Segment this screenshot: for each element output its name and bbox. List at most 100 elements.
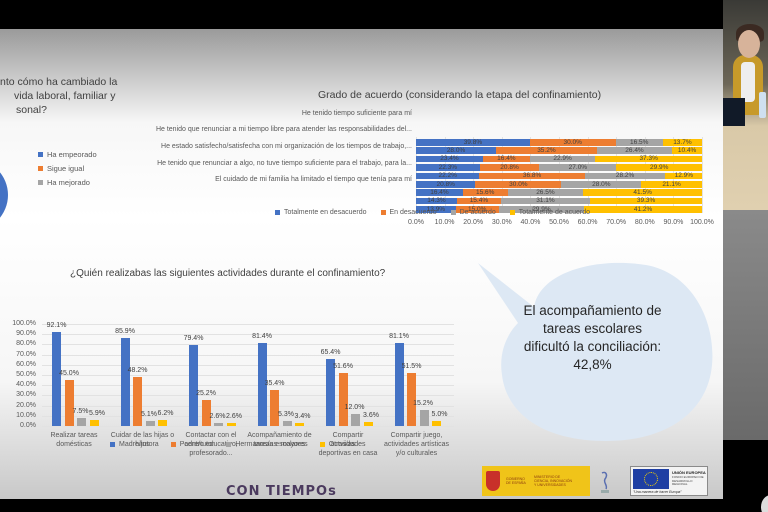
- bar-segment: [665, 172, 703, 180]
- legend-swatch: [110, 442, 115, 447]
- legend-item: Hermanos/as mayores: [226, 441, 308, 448]
- coat-of-arms-icon: [486, 471, 500, 491]
- y-tick-label: 90.0%: [16, 330, 36, 338]
- data-label: 51.5%: [401, 363, 422, 371]
- legend-item: Padre/tutor: [170, 441, 215, 448]
- x-tick-label: 30.0%: [491, 219, 512, 226]
- bar-segment: [416, 172, 480, 180]
- video-tile-empty: [723, 210, 768, 440]
- legend-label: Ha empeorado: [47, 149, 97, 159]
- column-bar: [189, 345, 198, 426]
- data-label: 12.0%: [344, 403, 365, 411]
- column-bar: [145, 420, 155, 426]
- gobierno-espana-logo: GOBIERNO DE ESPAÑA MINISTERIO DE CIENCIA…: [482, 466, 590, 496]
- gridline: [42, 354, 454, 356]
- x-tick-label: 60.0%: [577, 219, 598, 226]
- bar-segment: [479, 172, 585, 180]
- data-label: 39.3%: [636, 197, 656, 205]
- data-label: 39.8%: [463, 138, 483, 146]
- callout-line: dificultó la conciliación:: [523, 339, 662, 354]
- category-label-line: Cuidar de las hijas o: [110, 432, 175, 439]
- presentation-slide: nto cómo ha cambiado la vida laboral, fa…: [0, 29, 723, 499]
- data-label: 20.8%: [436, 180, 455, 188]
- y-tick-label: 10.0%: [16, 411, 36, 419]
- column-bar: [52, 332, 61, 426]
- eu-logo-motto: "Una manera de hacer Europa": [633, 490, 682, 494]
- data-label: 85.9%: [115, 328, 135, 336]
- university-logo-icon: [601, 471, 609, 493]
- bar-segment: [672, 147, 702, 154]
- bar-segment: [416, 139, 530, 146]
- data-label: 28.2%: [615, 172, 635, 180]
- bar-segment: [416, 164, 480, 171]
- legend-label: Padre/tutor: [179, 441, 215, 448]
- data-label: 65.4%: [320, 349, 341, 357]
- column-bar: [326, 359, 335, 426]
- category-label-line: actividades artísticas: [384, 441, 449, 448]
- y-tick-label: 0.0%: [20, 422, 36, 429]
- y-tick-label: 80.0%: [16, 340, 36, 348]
- bar-segment: [416, 147, 497, 154]
- data-label: 30.0%: [509, 180, 528, 188]
- data-label: 21.1%: [662, 180, 681, 188]
- data-label: 41.2%: [633, 205, 653, 213]
- bar-segment: [482, 155, 530, 163]
- legend-swatch: [226, 442, 232, 447]
- gridline: [42, 344, 454, 346]
- bar-segment: [462, 189, 508, 196]
- column-chart: 100.0% 90.0% 80.0% 70.0% 60.0% 50.0% 40.0% 30.0…: [0, 284, 470, 464]
- legend-label: De acuerdo: [459, 209, 496, 216]
- stacked-category: He tenido que renunciar a mi tiempo libr…: [155, 126, 412, 133]
- category-label-line: Contactar con el: [185, 432, 237, 439]
- data-label: 48.2%: [127, 366, 148, 374]
- gridline: [42, 415, 454, 417]
- column-chart-title: ¿Quién realizabas las siguientes activid…: [70, 268, 386, 279]
- column-legend: Madre/tutora Padre/tutor Hermanos/as may…: [110, 441, 355, 448]
- column-bar: [64, 380, 74, 426]
- legend-swatch: [450, 210, 456, 215]
- category-label: Cuidar de las hijas o hijos: [107, 431, 179, 449]
- gridline: [42, 426, 454, 427]
- stacked-category: El cuidado de mi familia ha limitado el …: [215, 176, 412, 183]
- data-label: 13.9%: [426, 205, 446, 213]
- participant-shirt: [741, 62, 755, 102]
- bar-segment: [496, 147, 597, 154]
- bar-segment: [475, 181, 562, 188]
- legend-label: Otros/as: [328, 441, 356, 448]
- column-bar: [432, 420, 441, 426]
- category-label-line: tareas escolares: [253, 441, 306, 448]
- webcam-video-feed: [723, 0, 768, 210]
- data-label: 26.5%: [536, 188, 555, 196]
- y-tick-label: 60.0%: [16, 360, 36, 368]
- union-europea-logo: UNIÓN EUROPEA FONDO EUROPEO DE DESARROLL…: [630, 466, 708, 496]
- data-label: 7.5%: [72, 408, 89, 416]
- video-tile-dark: [723, 440, 768, 512]
- y-tick-label: 40.0%: [16, 381, 36, 389]
- gridline: [42, 334, 454, 336]
- data-label: 92.1%: [46, 322, 67, 330]
- data-label: 26.4%: [625, 146, 644, 154]
- category-label-line: deportivas en casa: [318, 450, 378, 457]
- gridline: [42, 385, 454, 387]
- data-label: 16.4%: [430, 188, 449, 196]
- legend-item: De acuerdo: [450, 209, 496, 216]
- legend-item: Otros/as: [319, 441, 356, 448]
- category-label: Realizar tareas domésticas: [38, 431, 110, 449]
- con-tiempos-logo: CON TIEMPOs: [226, 484, 337, 499]
- column-bar: [257, 342, 267, 426]
- x-tick-label: 20.0%: [463, 219, 484, 226]
- gridline: [42, 395, 454, 397]
- column-bar: [282, 420, 292, 426]
- bar-segment: [456, 197, 501, 205]
- legend-item: Ha mejorado: [38, 175, 97, 189]
- data-label: 15.0%: [467, 205, 487, 213]
- data-label: 36.8%: [522, 172, 542, 180]
- callout-line: tareas escolares: [542, 321, 643, 336]
- eu-stars-icon: [644, 472, 658, 486]
- callout-text: El acompañamiento de tareas escolares di…: [495, 302, 690, 374]
- pie-legend: Ha empeorado Sigue igual Ha mejorado: [38, 147, 97, 189]
- legend-item: Ha empeorado: [38, 147, 97, 161]
- bar-segment: [561, 181, 642, 188]
- legend-item: Totalmente en desacuerdo: [275, 209, 367, 216]
- category-label-line: profesorado...: [189, 450, 233, 457]
